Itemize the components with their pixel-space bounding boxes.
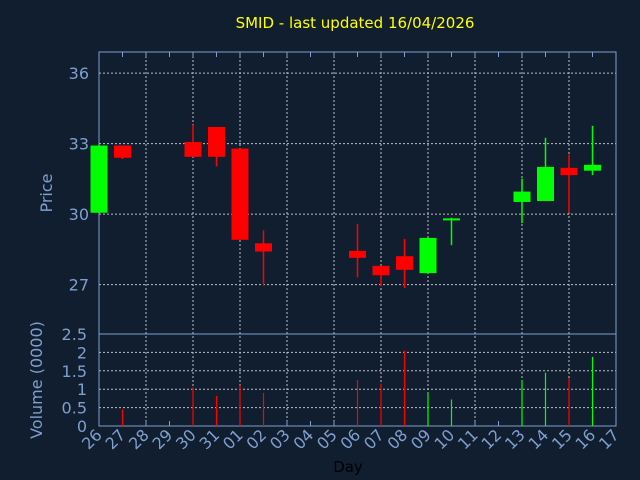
candle-body bbox=[443, 218, 460, 221]
price-tick-label: 30 bbox=[69, 205, 89, 224]
candle-body bbox=[349, 250, 366, 258]
candle-body bbox=[513, 191, 531, 202]
candle-body bbox=[584, 164, 601, 171]
candle-body bbox=[184, 142, 202, 157]
volume-tick-label: 2 bbox=[77, 343, 87, 362]
price-tick-label: 33 bbox=[69, 135, 89, 154]
price-tick-label: 27 bbox=[69, 276, 89, 295]
candle-body bbox=[255, 243, 272, 252]
candle-body bbox=[90, 145, 108, 213]
volume-tick-label: 0 bbox=[77, 417, 87, 436]
volume-tick-label: 2.5 bbox=[62, 325, 87, 344]
volume-tick-label: 1.5 bbox=[62, 362, 87, 381]
chart-title: SMID - last updated 16/04/2026 bbox=[235, 14, 475, 32]
candle-body bbox=[208, 126, 225, 157]
candle-body bbox=[537, 166, 554, 201]
volume-tick-label: 0.5 bbox=[62, 399, 87, 418]
volume-tick-label: 1 bbox=[77, 380, 87, 399]
candle-body bbox=[560, 167, 578, 176]
volume-axis-label: Volume (0000) bbox=[27, 321, 46, 439]
candle-body bbox=[372, 265, 390, 276]
candle-body bbox=[231, 148, 249, 240]
candle-body bbox=[114, 145, 131, 158]
price-tick-label: 36 bbox=[69, 64, 89, 83]
candle-body bbox=[396, 256, 413, 270]
price-axis-label: Price bbox=[37, 173, 56, 212]
x-axis-label: Day bbox=[333, 458, 363, 476]
candle-body bbox=[419, 237, 437, 274]
x-tick-label: 17 bbox=[595, 425, 623, 453]
